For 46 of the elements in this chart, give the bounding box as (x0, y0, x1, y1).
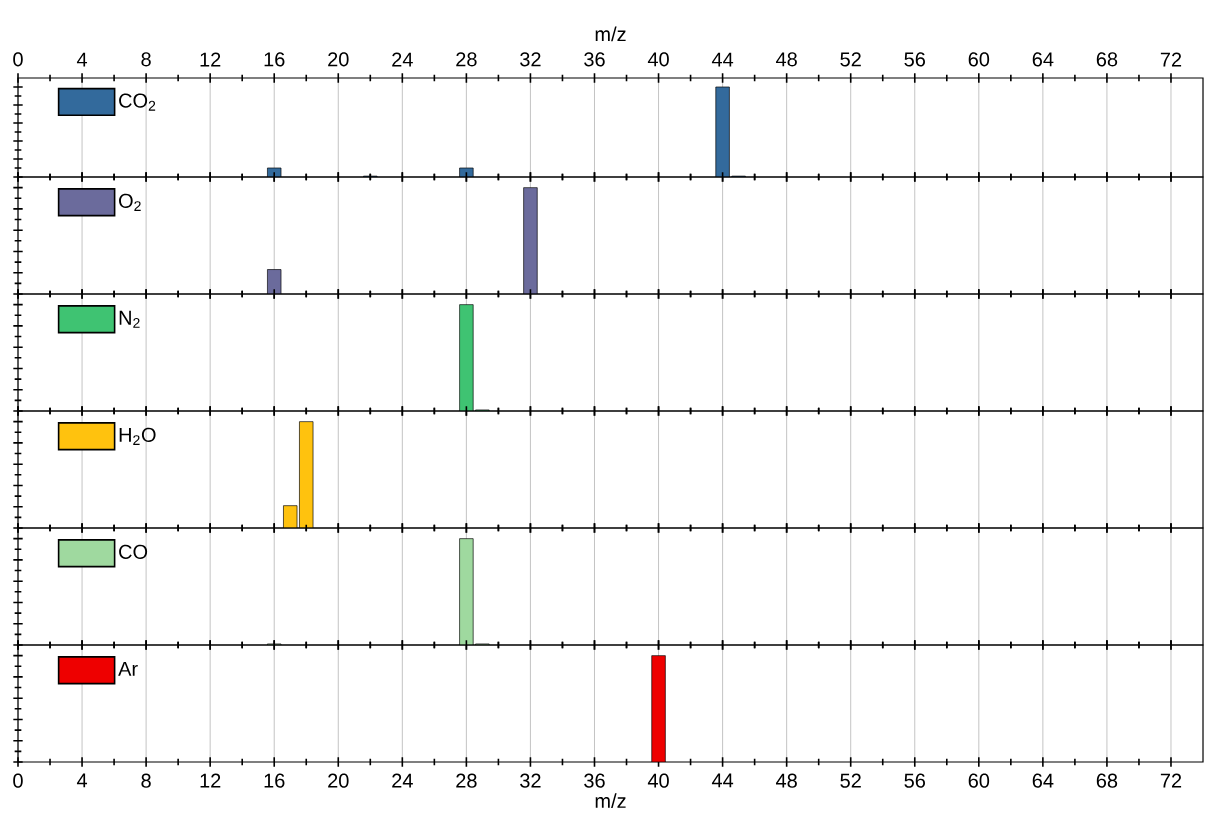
x-tick-label: 44 (711, 52, 734, 67)
x-tick-label: 64 (1032, 773, 1054, 788)
x-tick-label: 72 (1160, 52, 1182, 67)
x-tick-label: 0 (13, 52, 23, 67)
x-tick-label: 68 (1096, 52, 1118, 67)
x-axis-title: m/z (595, 793, 626, 809)
x-tick-label: 68 (1096, 773, 1118, 788)
legend-label: CO$_{2}$ (119, 93, 156, 111)
x-tick-label: 40 (647, 52, 669, 67)
x-tick-label: 4 (76, 773, 88, 788)
x-tick-label: 12 (200, 52, 221, 67)
x-tick-label: 64 (1032, 52, 1054, 67)
x-tick-label: 40 (647, 773, 669, 788)
x-tick-label: 8 (141, 773, 151, 788)
x-tick-label: 28 (456, 52, 477, 67)
x-tick-label: 20 (328, 773, 349, 788)
x-tick-label: 60 (968, 773, 990, 788)
legend-label: O$_{2}$ (119, 193, 141, 211)
legend-label: N$_{2}$ (119, 310, 140, 328)
x-tick-label: 72 (1160, 773, 1182, 788)
x-tick-label: 0 (13, 773, 23, 788)
x-tick-label: 24 (392, 773, 413, 788)
x-tick-label: 36 (584, 773, 605, 788)
x-tick-label: 28 (456, 773, 477, 788)
x-tick-label: 32 (520, 52, 541, 67)
x-tick-label: 52 (840, 52, 861, 67)
x-tick-label: 8 (141, 52, 151, 67)
x-tick-label: 44 (711, 773, 734, 788)
x-tick-label: 24 (392, 52, 413, 67)
legend-label: CO (119, 544, 148, 559)
x-tick-label: 48 (775, 52, 797, 67)
x-tick-label: 32 (520, 773, 541, 788)
x-tick-label: 36 (584, 52, 605, 67)
x-tick-label: 56 (904, 773, 926, 788)
legend-label: H$_{2}$O (119, 427, 156, 445)
x-tick-label: 60 (968, 52, 990, 67)
legend-label: Ar (118, 661, 138, 676)
x-tick-label: 56 (904, 52, 926, 67)
x-tick-label: 12 (200, 773, 221, 788)
x-tick-label: 16 (264, 773, 285, 788)
x-axis-title: m/z (595, 26, 626, 42)
x-tick-label: 52 (840, 773, 861, 788)
x-tick-label: 48 (775, 773, 797, 788)
x-tick-label: 20 (328, 52, 349, 67)
x-tick-label: 16 (264, 52, 285, 67)
x-tick-label: 4 (76, 52, 88, 67)
